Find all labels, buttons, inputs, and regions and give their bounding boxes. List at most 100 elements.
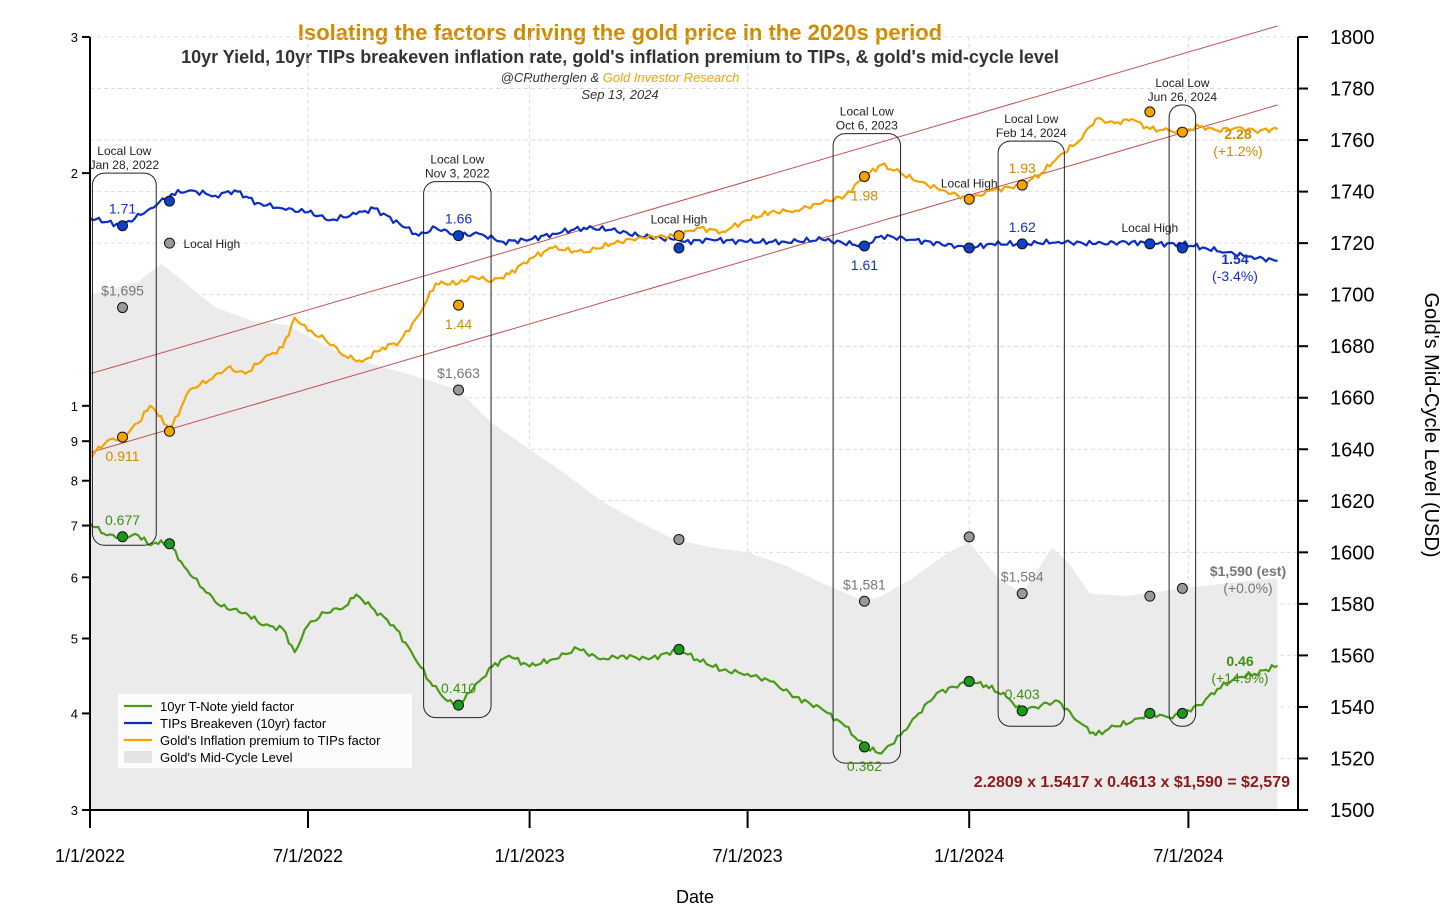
axes: 3 2 1 9 8 7 6 5 4 3 1500 1520 1540 1560 1580 1600 1620 16…: [55, 27, 1375, 866]
marker-label-25: 1.93: [1009, 160, 1036, 176]
x-tick-label-2: 1/1/2023: [495, 846, 565, 866]
y-right-tick-label-4: 1580: [1330, 594, 1375, 616]
marker-midcycle-7: [163, 237, 175, 249]
chart-date: Sep 13, 2024: [581, 87, 658, 102]
y-left-tick-label-0: 3: [71, 30, 78, 45]
marker-yield-10: [453, 699, 465, 711]
marker-midcycle-35: [1176, 582, 1188, 594]
marker-yield-30: [1144, 707, 1156, 719]
marker-label-13: Local High: [651, 213, 708, 227]
y-left-tick-label-7: 5: [71, 632, 78, 647]
marker-premium-29: [1144, 106, 1156, 118]
marker-label-21: Local High: [941, 176, 998, 190]
credit-highlight: Gold Investor Research: [603, 70, 740, 85]
window-title-3: Local Low: [1004, 112, 1058, 126]
marker-midcycle-19: [858, 595, 870, 607]
marker-label-28: Local High: [1122, 221, 1179, 235]
credit-prefix: @CRutherglen &: [501, 70, 603, 85]
marker-midcycle-11: [453, 384, 465, 396]
marker-midcycle-3: [117, 302, 129, 314]
y-right-tick-label-9: 1680: [1330, 336, 1375, 358]
marker-premium-13: [673, 230, 685, 242]
marker-label-10: 0.410: [441, 680, 476, 696]
marker-label-27: $1,584: [1001, 569, 1044, 585]
marker-yield-2: [117, 531, 129, 543]
x-tick-label-0: 1/1/2022: [55, 846, 125, 866]
x-tick-label-4: 1/1/2024: [934, 846, 1004, 866]
y-right-tick-label-0: 1500: [1330, 800, 1375, 822]
x-axis-title: Date: [676, 887, 714, 907]
chart-credit: @CRutherglen & Gold Investor Research: [501, 70, 740, 85]
y-left-tick-label-2: 1: [71, 399, 78, 414]
marker-label-18: 0.362: [847, 758, 882, 774]
legend-label-midcycle: Gold's Mid-Cycle Level: [160, 750, 293, 765]
window-box-3: [997, 140, 1065, 727]
legend-label-premium: Gold's Inflation premium to TIPs factor: [160, 733, 381, 748]
marker-label-16: 1.61: [851, 257, 878, 273]
marker-yield-18: [858, 741, 870, 753]
end-value-premium: 2.28: [1224, 126, 1251, 142]
marker-breakeven-16: [858, 240, 870, 252]
x-tick-label-5: 7/1/2024: [1153, 846, 1223, 866]
y-right-tick-label-10: 1700: [1330, 285, 1375, 307]
window-title-4: Local Low: [1155, 76, 1209, 90]
window-date-1: Nov 3, 2022: [425, 167, 490, 181]
marker-breakeven-28: [1144, 238, 1156, 250]
window-box-1: [423, 181, 492, 719]
y-right-tick-label-11: 1720: [1330, 233, 1375, 255]
equation-text: 2.2809 x 1.5417 x 0.4613 x $1,590 = $2,5…: [974, 774, 1290, 791]
marker-premium-9: [453, 299, 465, 311]
trend-channel: [89, 25, 1278, 454]
legend-label-breakeven: TIPs Breakeven (10yr) factor: [160, 716, 327, 731]
marker-yield-6: [163, 538, 175, 550]
channel-line-1: [89, 104, 1278, 454]
legend-swatch-midcycle: [124, 751, 152, 763]
marker-breakeven-0: [117, 220, 129, 232]
end-change-yield: (+14.9%): [1211, 670, 1268, 686]
window-title-2: Local Low: [840, 105, 894, 119]
marker-premium-21: [963, 193, 975, 205]
x-tick-label-3: 7/1/2023: [713, 846, 783, 866]
y-axis-right-title: Gold's Mid-Cycle Level (USD): [1420, 293, 1442, 558]
window-box-2: [832, 133, 902, 764]
marker-breakeven-32: [1176, 242, 1188, 254]
y-right-tick-label-7: 1640: [1330, 439, 1375, 461]
marker-label-1: 0.911: [106, 448, 140, 464]
legend-bg: [118, 694, 412, 768]
end-value-breakeven: 1.54: [1221, 251, 1248, 267]
marker-breakeven-20: [963, 242, 975, 254]
window-title-0: Local Low: [97, 144, 151, 158]
legend-label-yield: 10yr T-Note yield factor: [160, 699, 295, 714]
y-right-tick-label-8: 1660: [1330, 388, 1375, 410]
end-value-midcycle: $1,590 (est): [1210, 563, 1286, 579]
marker-premium-5: [163, 425, 175, 437]
marker-breakeven-8: [453, 230, 465, 242]
marker-yield-34: [1176, 707, 1188, 719]
end-change-premium: (+1.2%): [1213, 143, 1262, 159]
marker-midcycle-31: [1144, 590, 1156, 602]
marker-breakeven-24: [1016, 238, 1028, 250]
y-right-tick-label-15: 1800: [1330, 27, 1375, 49]
marker-yield-26: [1016, 705, 1028, 717]
y-left-tick-label-6: 6: [71, 570, 78, 585]
chart-title: Isolating the factors driving the gold p…: [298, 20, 942, 45]
marker-label-24: 1.62: [1009, 219, 1036, 235]
marker-premium-1: [117, 431, 129, 443]
x-tick-label-1: 7/1/2022: [273, 846, 343, 866]
midcycle-area: [90, 263, 1278, 810]
marker-label-26: 0.403: [1005, 686, 1040, 702]
y-left-tick-label-8: 4: [71, 706, 78, 721]
y-right-tick-label-2: 1540: [1330, 697, 1375, 719]
marker-label-9: 1.44: [445, 316, 472, 332]
y-left-tick-label-1: 2: [71, 166, 78, 181]
y-right-tick-label-13: 1760: [1330, 130, 1375, 152]
marker-premium-33: [1176, 126, 1188, 138]
window-box-4: [1168, 104, 1197, 727]
y-right-tick-label-12: 1740: [1330, 182, 1375, 204]
event-markers: 1.71 0.911 0.677 $1,695 Local High 1.66 1.44 0.…: [101, 106, 1188, 774]
marker-yield-14: [673, 643, 685, 655]
end-value-yield: 0.46: [1226, 653, 1253, 669]
window-title-1: Local Low: [430, 153, 484, 167]
